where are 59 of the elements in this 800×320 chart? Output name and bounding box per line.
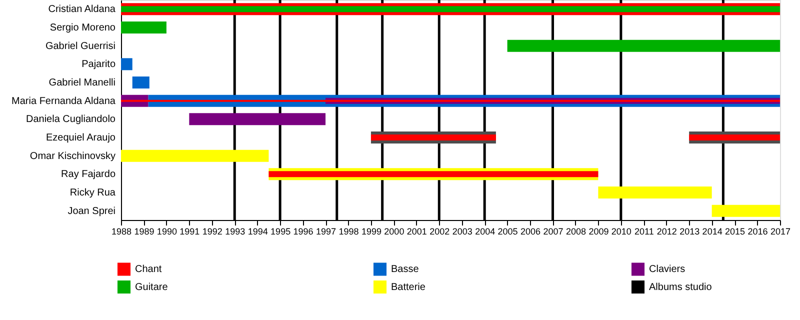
x-tick-label: 2000	[384, 226, 404, 236]
x-tick-label: 2008	[566, 226, 586, 236]
x-tick-label: 1993	[225, 226, 246, 236]
x-tick-label: 1988	[111, 226, 132, 236]
x-tick-label: 2016	[748, 226, 768, 236]
bar	[507, 40, 780, 52]
bar	[121, 22, 166, 34]
x-tick-label: 2004	[475, 226, 496, 236]
legend-label: Chant	[135, 264, 162, 276]
x-tick-label: 1991	[180, 226, 200, 236]
x-tick-label: 1996	[293, 226, 314, 236]
y-tick-label: Gabriel Guerrisi	[45, 40, 116, 52]
x-tick-label: 2007	[543, 226, 564, 236]
y-tick-label: Gabriel Manelli	[48, 78, 116, 88]
x-tick-label: 1992	[202, 226, 222, 236]
bar	[121, 58, 132, 70]
bar	[370, 134, 496, 140]
bar	[712, 204, 780, 217]
y-tick-label: Ricky Rua	[70, 188, 116, 198]
x-tick-label: 2006	[520, 226, 541, 236]
y-tick-label: Maria Fernanda Aldana	[12, 96, 116, 107]
y-tick-label: Daniela Cugliandolo	[26, 114, 116, 126]
x-tick-label: 2015	[725, 226, 746, 236]
x-tick-label: 1994	[248, 226, 268, 236]
y-tick-label: Pajarito	[82, 59, 116, 70]
x-tick-label: 2009	[588, 226, 609, 236]
y-tick-label: Omar Kischinovsky	[30, 150, 116, 162]
y-tick-label: Ray Fajardo	[61, 169, 116, 180]
x-tick-label: 2011	[634, 226, 654, 236]
legend-label: Batterie	[391, 282, 426, 293]
y-tick-label: Joan Sprei	[68, 206, 116, 217]
x-tick-label: 1999	[361, 226, 382, 236]
x-tick-label: 2012	[656, 226, 677, 236]
legend-label: Guitare	[135, 282, 168, 293]
x-tick-label: 2003	[452, 226, 472, 236]
y-tick-label: Cristian Aldana	[48, 4, 116, 16]
x-tick-label: 1998	[338, 226, 359, 236]
bar	[268, 171, 598, 178]
y-tick-label: Sergio Moreno	[50, 22, 116, 34]
bar	[132, 76, 150, 88]
bar	[189, 113, 326, 126]
x-tick-label: 1995	[270, 226, 291, 236]
legend-label: Claviers	[649, 264, 686, 276]
x-tick-label: 2014	[702, 226, 722, 236]
x-tick-label: 2005	[498, 226, 518, 236]
x-tick-label: 1990	[156, 226, 177, 236]
legend-label: Basse	[391, 264, 420, 276]
bar	[689, 134, 780, 140]
x-tick-label: 1989	[134, 226, 154, 236]
x-tick-label: 1997	[316, 226, 336, 236]
x-tick-label: 2002	[430, 226, 450, 236]
bar	[121, 150, 269, 162]
legend-label: Albums studio	[649, 282, 712, 293]
bar	[598, 186, 712, 198]
x-tick-label: 2001	[406, 226, 427, 236]
y-tick-label: Ezequiel Araujo	[46, 132, 116, 144]
x-tick-label: 2017	[770, 226, 791, 236]
x-tick-label: 2013	[680, 226, 700, 236]
x-tick-label: 2010	[611, 226, 632, 236]
